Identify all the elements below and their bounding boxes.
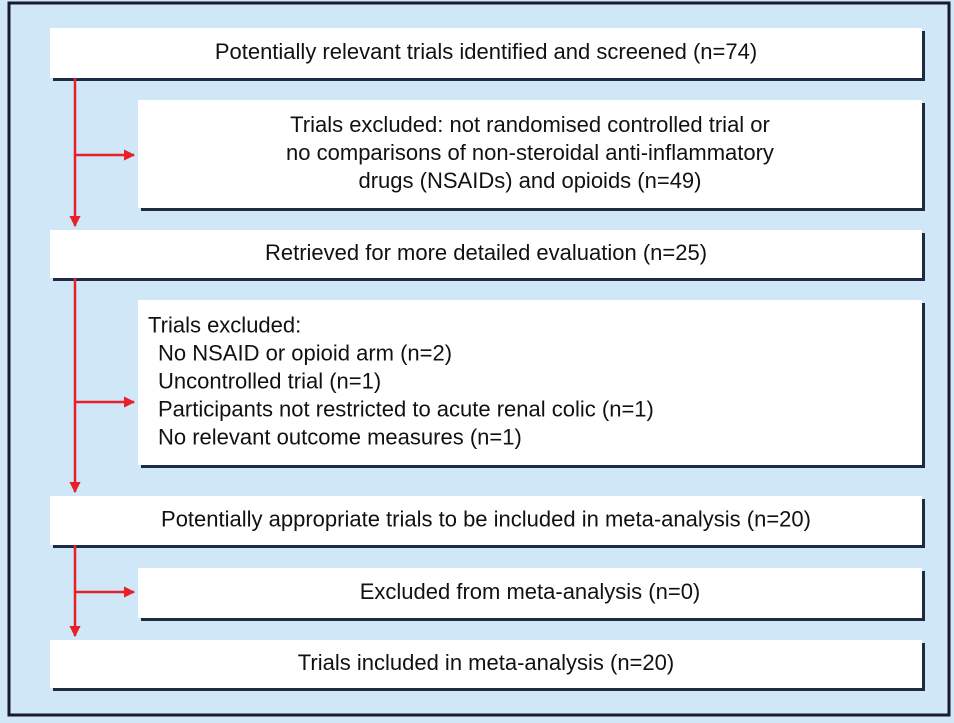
box-text: Retrieved for more detailed evaluation (… (265, 240, 707, 265)
box (138, 568, 922, 618)
box-text: Trials included in meta-analysis (n=20) (298, 650, 674, 675)
box-text: Trials excluded: not randomised controll… (290, 112, 770, 137)
box-text: drugs (NSAIDs) and opioids (n=49) (359, 168, 702, 193)
box (50, 230, 922, 278)
box (50, 496, 922, 545)
box-text: no comparisons of non-steroidal anti-inf… (286, 140, 774, 165)
box-text: Participants not restricted to acute ren… (158, 396, 654, 421)
box (50, 640, 922, 688)
box-text: Potentially relevant trials identified a… (215, 39, 757, 64)
box-text: Excluded from meta-analysis (n=0) (360, 579, 701, 604)
box (138, 100, 922, 208)
arrows (69, 78, 136, 638)
box (138, 300, 922, 465)
box-text: No relevant outcome measures (n=1) (158, 424, 522, 449)
box-text: Uncontrolled trial (n=1) (158, 368, 381, 393)
box (50, 28, 922, 78)
box-text: Potentially appropriate trials to be inc… (161, 506, 811, 531)
frame (7, 1, 951, 717)
box-text: No NSAID or opioid arm (n=2) (158, 340, 452, 365)
box-text: Trials excluded: (148, 312, 301, 337)
